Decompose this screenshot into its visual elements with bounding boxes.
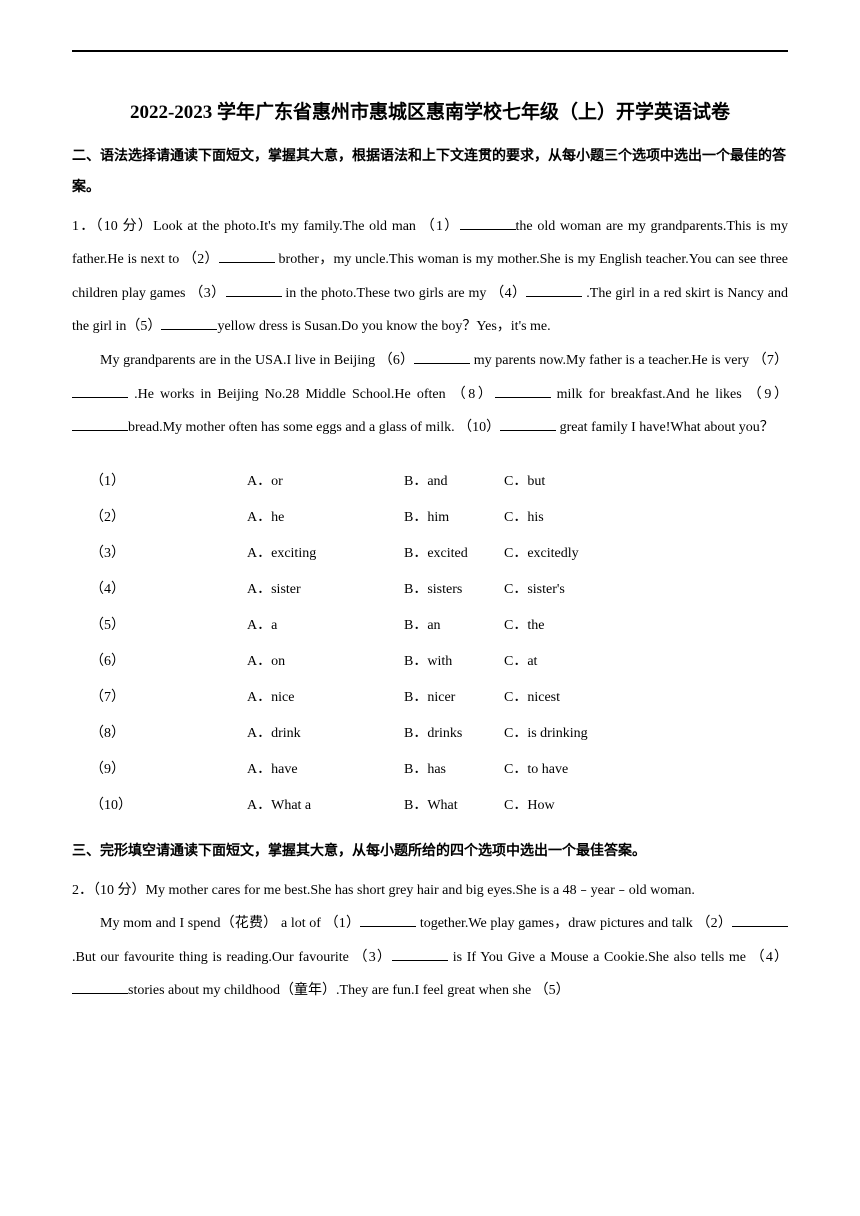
option-row: （10）A．What aB．WhatC．How bbox=[90, 789, 588, 823]
option-b: B．has bbox=[404, 753, 502, 787]
option-a: A．a bbox=[247, 609, 402, 643]
option-b: B．drinks bbox=[404, 717, 502, 751]
q1-para2-e: bread.My mother often has some eggs and … bbox=[128, 420, 500, 435]
option-a: A．drink bbox=[247, 717, 402, 751]
blank-5 bbox=[161, 316, 217, 330]
option-c: C．How bbox=[504, 789, 588, 823]
option-b: B．nicer bbox=[404, 681, 502, 715]
option-number: （2） bbox=[90, 501, 245, 535]
option-number: （9） bbox=[90, 753, 245, 787]
option-c: C．the bbox=[504, 609, 588, 643]
q2-para2-a: My mom and I spend（花费） a lot of （1） bbox=[100, 916, 360, 931]
option-a: A．What a bbox=[247, 789, 402, 823]
horizontal-rule bbox=[72, 50, 788, 52]
q1-para2-a: My grandparents are in the USA.I live in… bbox=[100, 353, 414, 368]
option-row: （1）A．orB．andC．but bbox=[90, 465, 588, 499]
option-c: C．nicest bbox=[504, 681, 588, 715]
option-b: B．and bbox=[404, 465, 502, 499]
option-a: A．or bbox=[247, 465, 402, 499]
option-row: （2）A．heB．himC．his bbox=[90, 501, 588, 535]
blank-9 bbox=[72, 417, 128, 431]
blank-1 bbox=[460, 216, 516, 230]
question-1-paragraph-2: My grandparents are in the USA.I live in… bbox=[72, 344, 788, 445]
blank-10 bbox=[500, 417, 556, 431]
option-row: （9）A．haveB．hasC．to have bbox=[90, 753, 588, 787]
q1-para2-c: .He works in Beijing No.28 Middle School… bbox=[128, 387, 495, 402]
option-c: C．his bbox=[504, 501, 588, 535]
section-2-header: 二、语法选择请通读下面短文，掌握其大意，根据语法和上下文连贯的要求，从每小题三个… bbox=[72, 142, 788, 204]
blank-4 bbox=[526, 283, 582, 297]
question-2-paragraph-2: My mom and I spend（花费） a lot of （1） toge… bbox=[72, 907, 788, 1008]
question-2-paragraph-1: 2．（10 分）My mother cares for me best.She … bbox=[72, 874, 788, 908]
option-number: （6） bbox=[90, 645, 245, 679]
q2-para2-c: .But our favourite thing is reading.Our … bbox=[72, 950, 392, 965]
q1-p5: yellow dress is Susan.Do you know the bo… bbox=[217, 319, 550, 334]
option-row: （8）A．drinkB．drinksC．is drinking bbox=[90, 717, 588, 751]
option-a: A．sister bbox=[247, 573, 402, 607]
options-table: （1）A．orB．andC．but（2）A．heB．himC．his（3）A．e… bbox=[88, 463, 590, 825]
blank-q2-4 bbox=[72, 980, 128, 994]
option-c: C．sister's bbox=[504, 573, 588, 607]
option-number: （4） bbox=[90, 573, 245, 607]
option-row: （6）A．onB．withC．at bbox=[90, 645, 588, 679]
option-row: （7）A．niceB．nicerC．nicest bbox=[90, 681, 588, 715]
q1-para2-b: my parents now.My father is a teacher.He… bbox=[470, 353, 788, 368]
option-b: B．sisters bbox=[404, 573, 502, 607]
option-row: （5）A．aB．anC．the bbox=[90, 609, 588, 643]
q1-para2-f: great family I have!What about you？ bbox=[556, 420, 774, 435]
blank-q2-2 bbox=[732, 913, 788, 927]
option-row: （4）A．sisterB．sistersC．sister's bbox=[90, 573, 588, 607]
option-b: B．an bbox=[404, 609, 502, 643]
option-b: B．him bbox=[404, 501, 502, 535]
option-a: A．he bbox=[247, 501, 402, 535]
option-number: （8） bbox=[90, 717, 245, 751]
option-a: A．nice bbox=[247, 681, 402, 715]
option-b: B．with bbox=[404, 645, 502, 679]
blank-q2-1 bbox=[360, 913, 416, 927]
option-number: （7） bbox=[90, 681, 245, 715]
option-c: C．but bbox=[504, 465, 588, 499]
option-c: C．at bbox=[504, 645, 588, 679]
option-c: C．excitedly bbox=[504, 537, 588, 571]
option-b: B．excited bbox=[404, 537, 502, 571]
option-c: C．to have bbox=[504, 753, 588, 787]
q1-p3: in the photo.These two girls are my （4） bbox=[282, 286, 527, 301]
q2-para2-d: is If You Give a Mouse a Cookie.She also… bbox=[448, 950, 788, 965]
blank-7 bbox=[72, 384, 128, 398]
q1-prefix: 1．（10 分）Look at the photo.It's my family… bbox=[72, 219, 460, 234]
blank-3 bbox=[226, 283, 282, 297]
blank-8 bbox=[495, 384, 551, 398]
option-number: （10） bbox=[90, 789, 245, 823]
q2-para2-b: together.We play games，draw pictures and… bbox=[416, 916, 732, 931]
blank-6 bbox=[414, 350, 470, 364]
option-number: （5） bbox=[90, 609, 245, 643]
option-row: （3）A．excitingB．excitedC．excitedly bbox=[90, 537, 588, 571]
option-number: （3） bbox=[90, 537, 245, 571]
option-b: B．What bbox=[404, 789, 502, 823]
q2-para2-e: stories about my childhood（童年）.They are … bbox=[128, 983, 570, 998]
option-c: C．is drinking bbox=[504, 717, 588, 751]
option-a: A．on bbox=[247, 645, 402, 679]
option-number: （1） bbox=[90, 465, 245, 499]
section-3-header: 三、完形填空请通读下面短文，掌握其大意，从每小题所给的四个选项中选出一个最佳答案… bbox=[72, 837, 788, 868]
question-1-paragraph-1: 1．（10 分）Look at the photo.It's my family… bbox=[72, 210, 788, 344]
page-title: 2022-2023 学年广东省惠州市惠城区惠南学校七年级（上）开学英语试卷 bbox=[72, 97, 788, 124]
option-a: A．exciting bbox=[247, 537, 402, 571]
option-a: A．have bbox=[247, 753, 402, 787]
q1-para2-d: milk for breakfast.And he likes （9） bbox=[551, 387, 788, 402]
blank-q2-3 bbox=[392, 947, 448, 961]
blank-2 bbox=[219, 249, 275, 263]
